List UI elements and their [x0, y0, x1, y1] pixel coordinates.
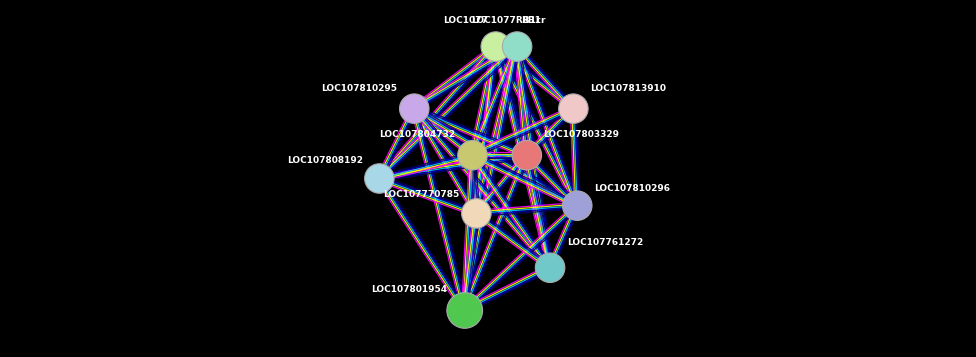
- Circle shape: [562, 191, 592, 220]
- Text: LOC107804732: LOC107804732: [379, 130, 455, 139]
- Circle shape: [481, 32, 510, 61]
- Text: LOC1077: LOC1077: [443, 16, 488, 25]
- Text: LOC107761272: LOC107761272: [567, 238, 643, 247]
- Circle shape: [536, 253, 565, 282]
- Text: LOC107808192: LOC107808192: [287, 156, 363, 165]
- Text: LOC107801954: LOC107801954: [371, 285, 447, 294]
- Circle shape: [447, 293, 482, 328]
- Circle shape: [462, 199, 491, 228]
- Text: RB1r: RB1r: [521, 16, 546, 25]
- Text: LOC107803329: LOC107803329: [544, 130, 620, 139]
- Circle shape: [458, 140, 487, 170]
- Text: LOC107813910: LOC107813910: [590, 84, 666, 93]
- Circle shape: [399, 94, 429, 124]
- Text: LOC107810296: LOC107810296: [594, 184, 670, 193]
- Circle shape: [503, 32, 532, 61]
- Text: LOC1077RB1r: LOC1077RB1r: [470, 16, 540, 25]
- Circle shape: [365, 164, 394, 193]
- Text: LOC107770785: LOC107770785: [383, 190, 459, 199]
- Text: LOC107810295: LOC107810295: [321, 84, 397, 93]
- Circle shape: [512, 140, 542, 170]
- Circle shape: [558, 94, 589, 124]
